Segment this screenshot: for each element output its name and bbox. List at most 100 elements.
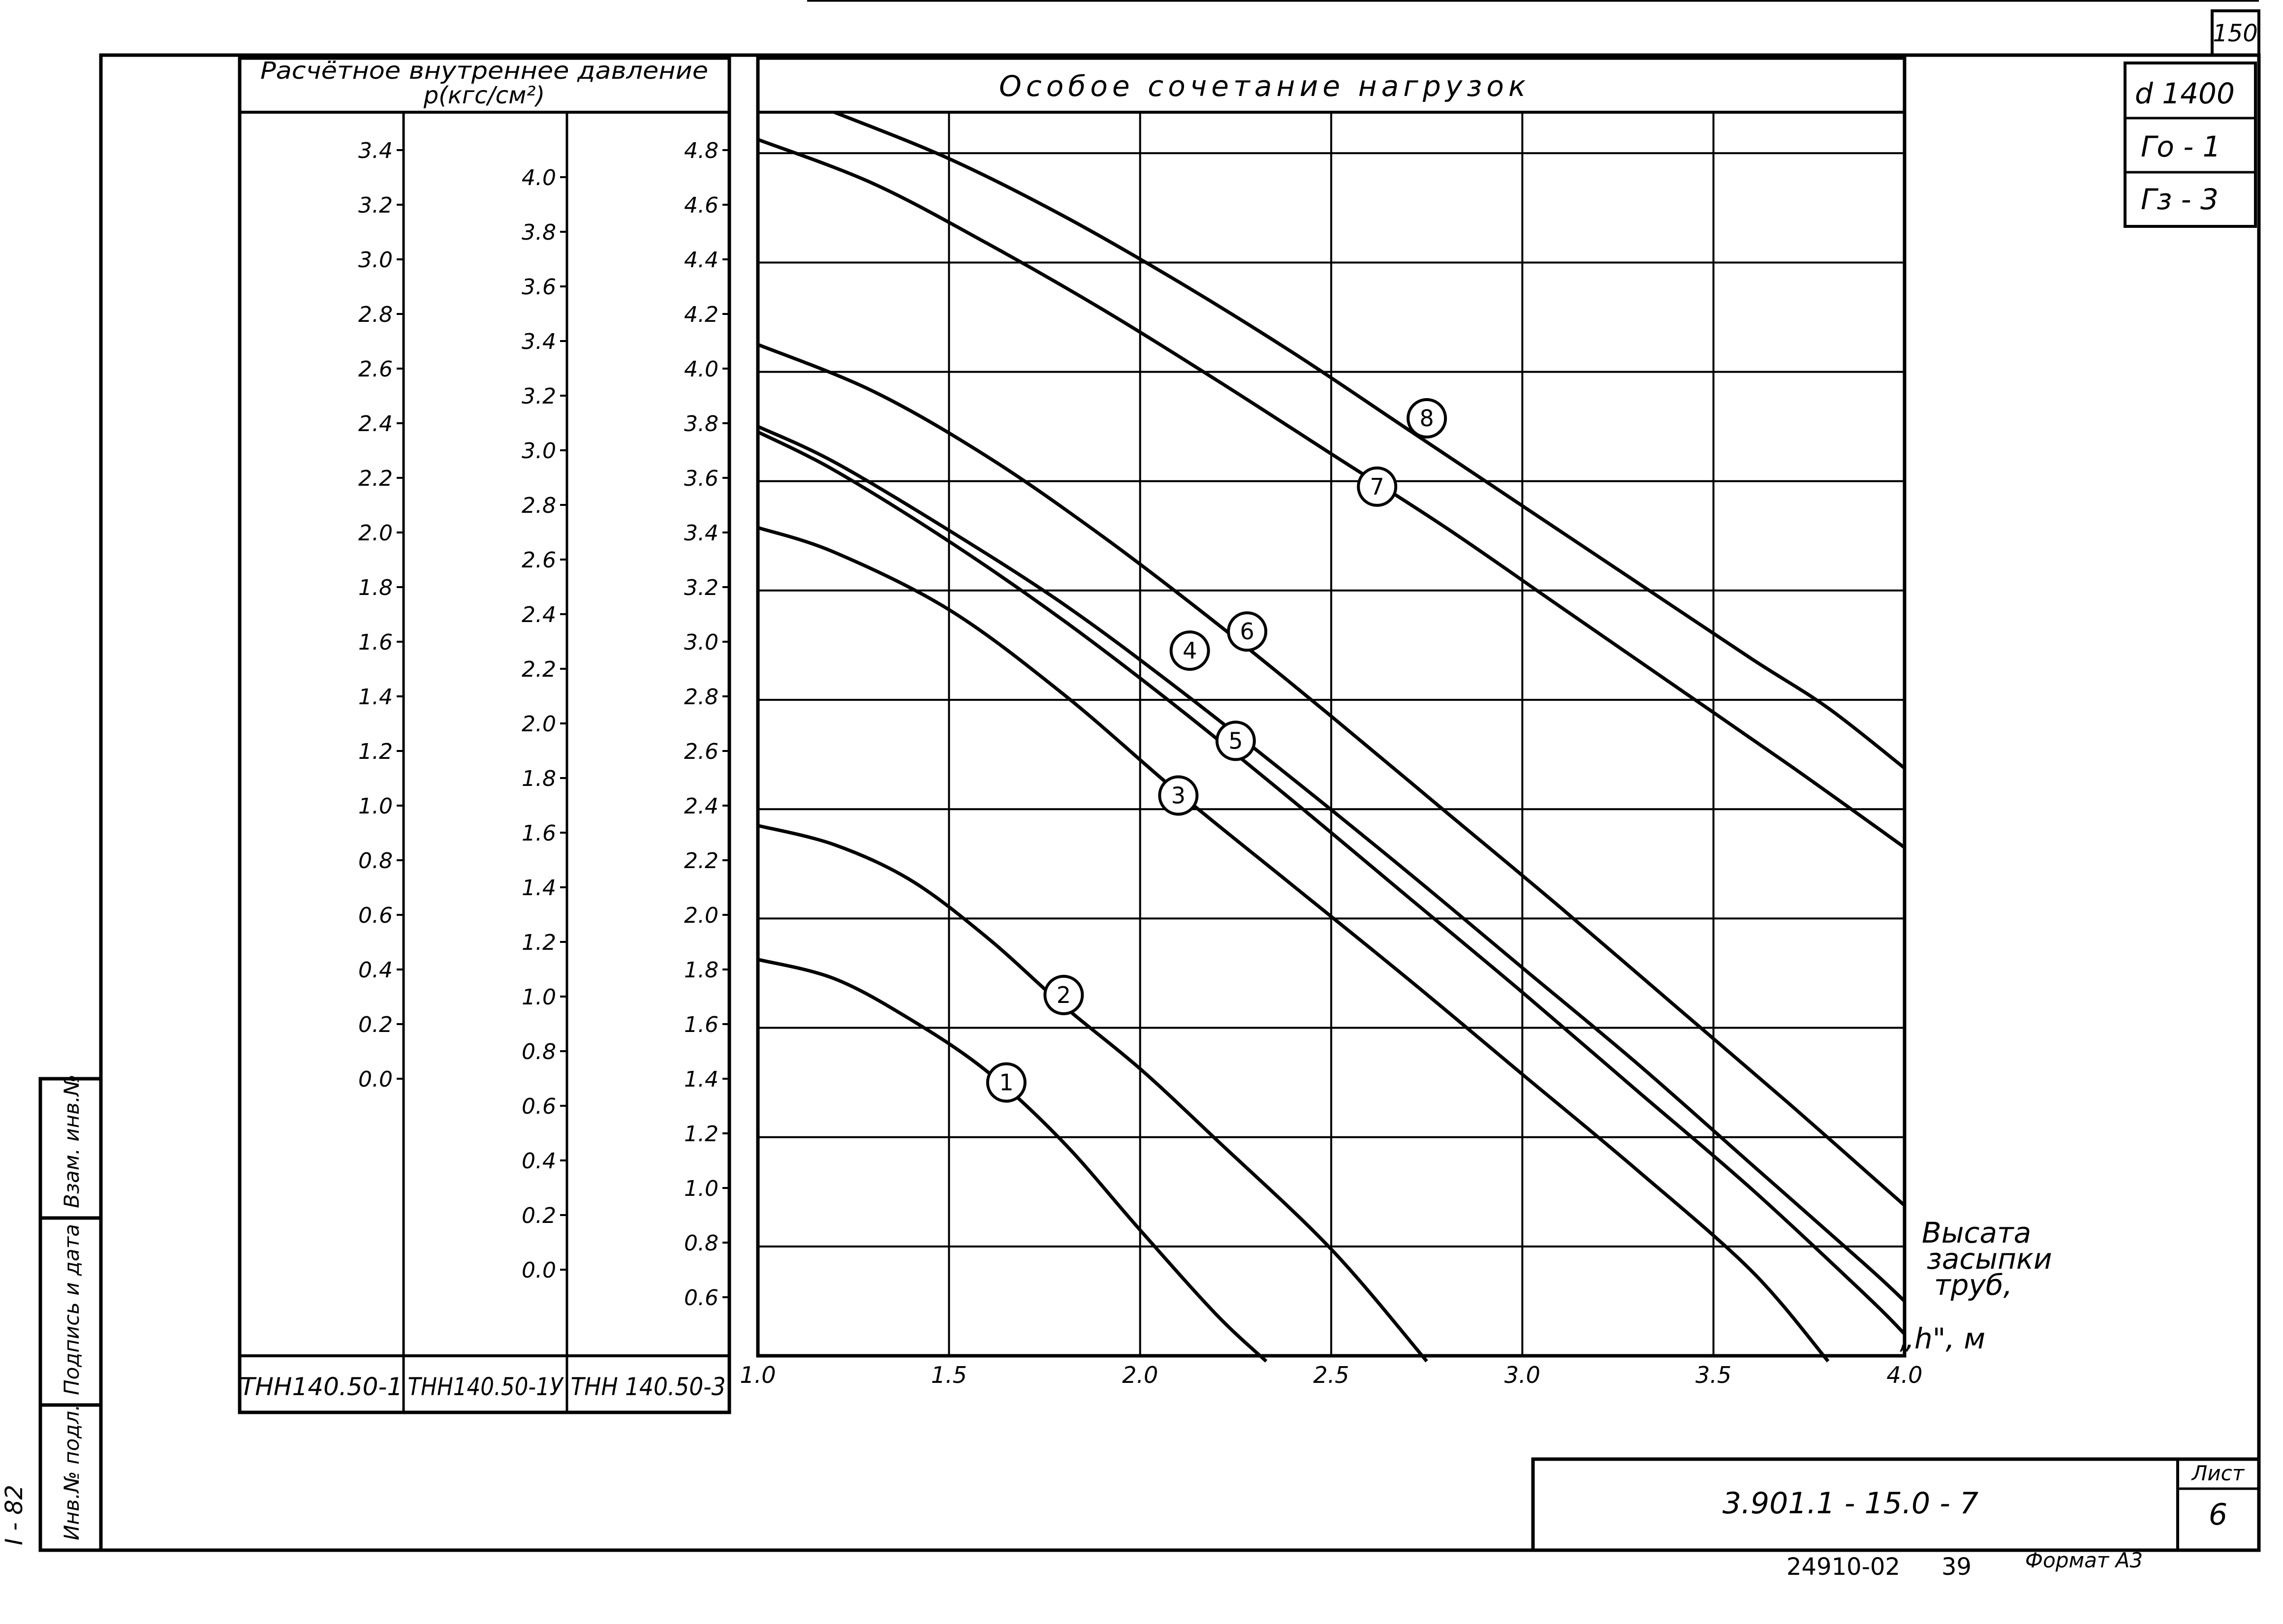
curve-label-3: 3	[1171, 782, 1186, 809]
page-number: 150	[2213, 20, 2258, 47]
pressure-tick-label: 2.2	[358, 466, 393, 491]
pressure-tick-label: 1.4	[684, 1067, 719, 1092]
footer: 24910-02 39 Формат А3	[1786, 1548, 2143, 1581]
x-tick-label: 4.0	[1886, 1362, 1922, 1388]
list-number: 6	[2209, 1498, 2227, 1532]
model-label-1: ТНН140.50-1	[240, 1373, 403, 1401]
pressure-tick-label: 0.8	[358, 848, 393, 874]
curve-5	[757, 430, 1906, 1336]
pressure-tick-label: 1.0	[684, 1176, 719, 1201]
pressure-tick-label: 3.2	[684, 575, 719, 600]
pressure-tick-label: 2.2	[522, 657, 556, 682]
pressure-tick-label: 1.2	[684, 1122, 719, 1147]
curve-2	[757, 824, 1428, 1363]
curve-label-6: 6	[1240, 618, 1254, 645]
pressure-tick-label: 2.4	[358, 411, 393, 437]
pressure-tick-label: 2.4	[684, 794, 719, 819]
pressure-tick-label: 1.6	[522, 821, 556, 846]
info-gz: Гз - 3	[2141, 183, 2219, 216]
pressure-tick-label: 1.2	[522, 930, 556, 955]
x-axis-label-line1: Высата	[1922, 1216, 2031, 1249]
curve-label-circle-4	[1169, 630, 1210, 671]
x-axis-label-line2: засыпки	[1927, 1242, 2052, 1276]
pressure-tick-label: 0.2	[358, 1012, 393, 1037]
curve-label-2: 2	[1057, 982, 1071, 1008]
pressure-tick-label: 3.6	[522, 275, 556, 300]
sheet-frame	[38, 0, 2261, 1552]
pressure-tick-label: 4.0	[522, 165, 556, 190]
side-stamp-vzam-inv: Взам. инв.№	[60, 1074, 84, 1208]
curve-label-1: 1	[999, 1069, 1013, 1096]
pressure-tick-label: 2.6	[522, 548, 556, 573]
footer-sub: 39	[1941, 1553, 1971, 1581]
x-tick-label: 2.0	[1122, 1362, 1158, 1388]
footer-format: Формат А3	[2025, 1548, 2143, 1572]
pressure-tick-label: 0.0	[358, 1067, 393, 1092]
pressure-tick-label: 0.2	[522, 1203, 556, 1228]
pressure-tick-label: 1.6	[358, 630, 393, 655]
list-label: Лист	[2191, 1461, 2245, 1485]
pressure-tick-label: 0.4	[522, 1149, 556, 1174]
pressure-tick-label: 3.4	[522, 329, 556, 354]
pressure-tick-label: 4.6	[684, 193, 719, 218]
pressure-tick-label: 3.0	[522, 438, 556, 464]
pressure-tick-label: 3.2	[522, 384, 556, 409]
pressure-tick-label: 2.2	[684, 848, 719, 874]
pressure-tick-label: 3.2	[358, 193, 393, 218]
pressure-tick-label: 2.4	[522, 602, 556, 627]
pressure-tick-label: 2.6	[684, 739, 719, 764]
pressure-tick-label: 3.8	[684, 411, 719, 437]
pressure-tick-label: 1.8	[522, 766, 556, 791]
pressure-tick-label: 1.6	[684, 1012, 719, 1037]
pressure-tick-label: 2.0	[684, 903, 719, 928]
pressure-tick-label: 0.8	[684, 1231, 719, 1256]
pressure-tick-label: 1.8	[684, 958, 719, 983]
curve-4	[757, 425, 1906, 1303]
info-go: Го - 1	[2141, 130, 2221, 163]
curve-label-7: 7	[1370, 473, 1384, 500]
pressure-tick-label: 1.0	[358, 794, 393, 819]
x-axis-label-line3: труб,	[1934, 1268, 2012, 1302]
curve-label-circle-2	[1043, 974, 1084, 1015]
pressure-tick-label: 3.0	[684, 630, 719, 655]
curve-1	[757, 958, 1268, 1363]
side-stamp: Инв.№ подл. Подпись и дата Взам. инв.№ I…	[0, 1074, 84, 1545]
pressure-scale-ticks: 3.4 3.2 3.0 2.8 2.6 2.4 2.2 2.0 1.8 1.6 1.4 1.2 1.0 0…	[358, 138, 729, 1311]
sheet-code: I - 82	[0, 1485, 28, 1545]
pressure-tick-label: 3.6	[684, 466, 719, 491]
pressure-tick-label: 2.8	[522, 493, 556, 518]
pressure-tick-label: 3.0	[358, 248, 393, 273]
document-code: 3.901.1 - 15.0 - 7	[1722, 1486, 1978, 1521]
curve-label-5: 5	[1228, 727, 1243, 754]
info-boxes: d 1400 Го - 1 Гз - 3	[2124, 62, 2257, 228]
curve-label-4: 4	[1183, 637, 1197, 664]
model-label-2: ТНН140.50-1У	[408, 1373, 564, 1401]
model-label-3: ТНН 140.50-3	[571, 1373, 726, 1401]
pressure-tick-label: 4.8	[684, 138, 719, 163]
pressure-tick-label: 1.4	[358, 685, 393, 710]
x-axis-label: Высата засыпки труб, „h", м	[1900, 1216, 2052, 1355]
curve-6	[757, 343, 1906, 1207]
pressure-tick-label: 2.6	[358, 357, 393, 382]
curve-3	[757, 526, 1830, 1363]
side-stamp-inv-podl: Инв.№ подл.	[60, 1405, 84, 1540]
curve-8	[833, 110, 1906, 770]
pressure-table: Расчётное внутреннее давление р(кгс/см²)…	[238, 56, 731, 1414]
info-diameter: d 1400	[2135, 77, 2235, 110]
pressure-tick-label: 1.4	[522, 875, 556, 901]
x-axis-ticks: 1.0 1.5 2.0 2.5 3.0 3.5 4.0	[740, 1362, 1922, 1388]
pressure-header-line1: Расчётное внутреннее давление	[260, 57, 708, 85]
pressure-tick-label: 4.2	[684, 302, 719, 327]
curve-label-circle-8	[1407, 398, 1447, 439]
pressure-tick-label: 3.4	[684, 521, 719, 546]
x-tick-label: 2.5	[1313, 1362, 1349, 1388]
curve-label-circle-3	[1158, 775, 1199, 816]
chart-curves	[757, 110, 1906, 1363]
x-tick-label: 1.5	[931, 1362, 967, 1388]
curve-7	[757, 138, 1906, 849]
chart-title: Особое сочетание нагрузок	[999, 69, 1526, 103]
pressure-tick-label: 1.0	[522, 985, 556, 1010]
pressure-tick-label: 0.6	[684, 1285, 719, 1311]
pressure-tick-label: 2.0	[522, 712, 556, 737]
